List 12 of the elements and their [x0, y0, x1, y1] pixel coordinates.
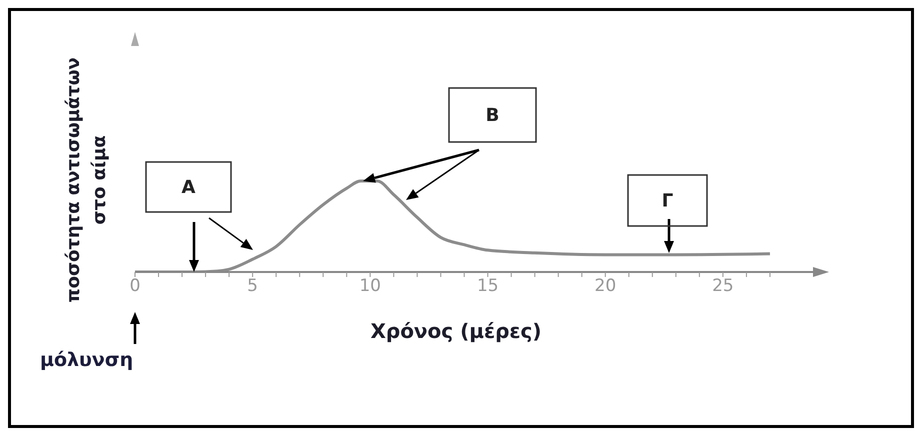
- y-axis-title: ποσότητα αντισωμάτων στο αίμα: [63, 57, 110, 303]
- x-tick-label: 15: [476, 276, 499, 296]
- text: μόλυνση: [40, 349, 134, 371]
- annotation: Γ: [662, 190, 674, 212]
- x-tick-label: 5: [247, 276, 258, 296]
- x-tick-label: 25: [712, 276, 734, 296]
- annotation: A: [182, 177, 196, 198]
- x-tick-label: 20: [594, 276, 616, 296]
- x-tick-label: 0: [130, 276, 140, 296]
- text: B: [486, 105, 500, 126]
- x-axis-title: Χρόνος (μέρες): [370, 319, 542, 343]
- x-tick-label: 10: [359, 276, 381, 296]
